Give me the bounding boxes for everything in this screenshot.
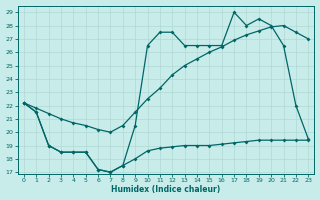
X-axis label: Humidex (Indice chaleur): Humidex (Indice chaleur)	[111, 185, 221, 194]
